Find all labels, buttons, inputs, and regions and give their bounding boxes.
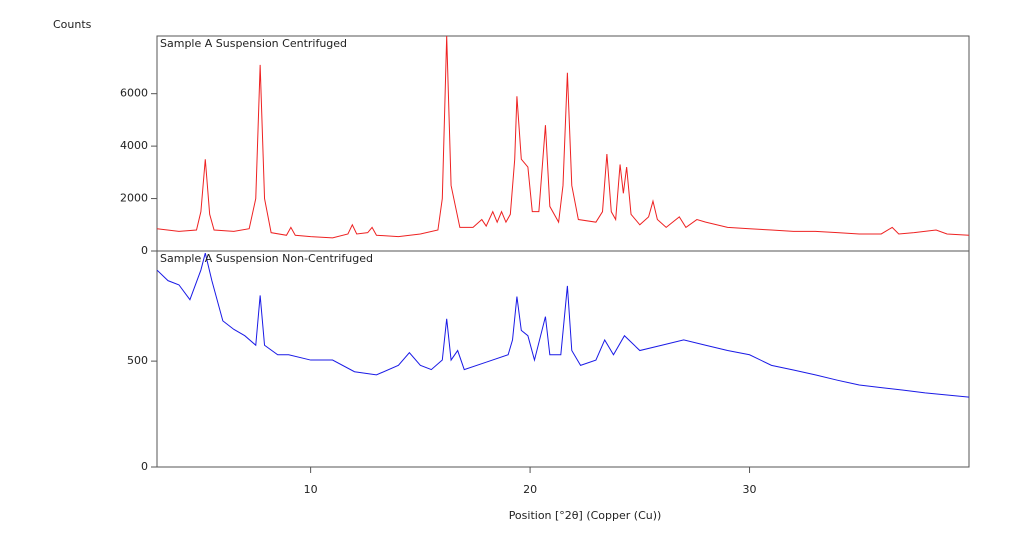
data-line [157,36,969,239]
y-tick-label: 4000 [120,139,148,152]
panel-title: Sample A Suspension Non-Centrifuged [160,252,373,265]
x-tick-label: 10 [304,483,318,496]
plot-frame [156,35,970,252]
plot-frame [156,250,970,468]
x-tick-label: 20 [523,483,537,496]
y-tick-label: 0 [141,244,148,257]
y-tick-label: 2000 [120,192,148,205]
x-axis-label: Position [°2θ] (Copper (Cu)) [509,509,662,522]
y-tick-label: 500 [127,354,148,367]
y-axis-label: Counts [53,18,92,31]
panel-title: Sample A Suspension Centrifuged [160,37,347,50]
y-tick-label: 0 [141,460,148,473]
y-tick-label: 6000 [120,87,148,100]
data-line [157,252,969,398]
x-tick-label: 30 [743,483,757,496]
